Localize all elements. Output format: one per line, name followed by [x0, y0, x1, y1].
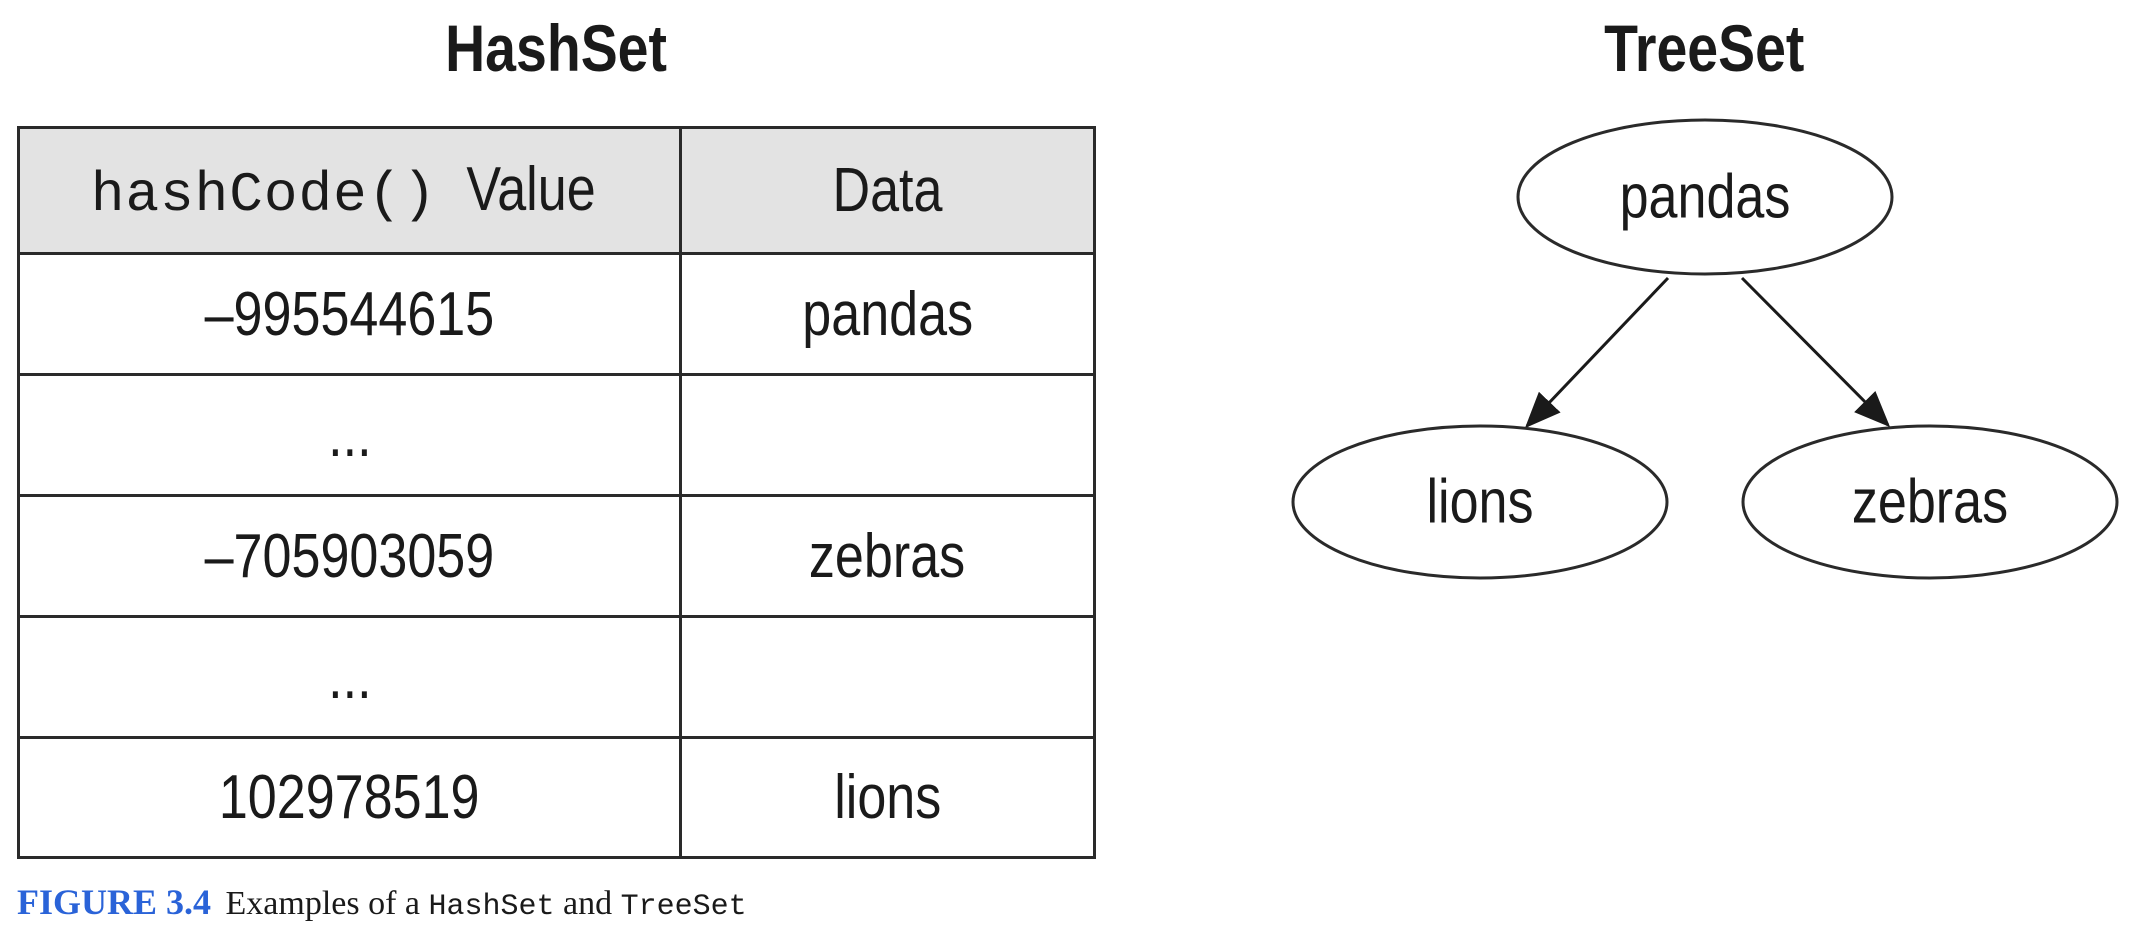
- hash-cell: –995544615: [17, 252, 682, 376]
- data-cell: [679, 373, 1096, 497]
- header-value-word: Value: [466, 155, 596, 224]
- edge-root-right: [1740, 276, 1891, 428]
- table-row: ...: [17, 373, 1096, 497]
- hashset-title: HashSet: [445, 11, 667, 85]
- data-cell: lions: [679, 736, 1096, 859]
- hash-cell: ...: [17, 373, 682, 497]
- tree-node-root: pandas: [1516, 118, 1894, 276]
- header-data: Data: [679, 126, 1096, 255]
- data-cell: pandas: [679, 252, 1096, 376]
- figure-caption: FIGURE 3.4 Examples of a HashSet and Tre…: [17, 878, 747, 931]
- caption-code-treeset: TreeSet: [620, 890, 747, 924]
- tree-node-left-label: lions: [1426, 467, 1533, 536]
- hashset-table: hashCode() Value Data –995544615 pandas …: [17, 126, 1096, 859]
- figure-number: FIGURE 3.4: [17, 882, 212, 922]
- caption-text-a: Examples of a: [225, 885, 421, 922]
- tree-node-right: zebras: [1741, 424, 2119, 580]
- header-hashcode-value: hashCode() Value: [17, 126, 682, 255]
- table-row: ...: [17, 615, 1096, 739]
- tree-node-right-label: zebras: [1852, 467, 2008, 536]
- tree-node-left: lions: [1291, 424, 1669, 580]
- hash-cell: 102978519: [17, 736, 682, 859]
- caption-code-hashset: HashSet: [428, 890, 555, 924]
- tree-node-root-label: pandas: [1620, 162, 1791, 231]
- header-hashcode-method: hashCode(): [90, 163, 437, 227]
- table-header-row: hashCode() Value Data: [17, 126, 1096, 255]
- hash-cell: ...: [17, 615, 682, 739]
- table-row: –705903059 zebras: [17, 494, 1096, 618]
- treeset-title: TreeSet: [1603, 11, 1805, 85]
- caption-text-b: and: [563, 885, 613, 922]
- data-cell: [679, 615, 1096, 739]
- data-cell: zebras: [679, 494, 1096, 618]
- table-row: –995544615 pandas: [17, 252, 1096, 376]
- edge-root-left: [1524, 276, 1670, 429]
- table-row: 102978519 lions: [17, 736, 1096, 859]
- hash-cell: –705903059: [17, 494, 682, 618]
